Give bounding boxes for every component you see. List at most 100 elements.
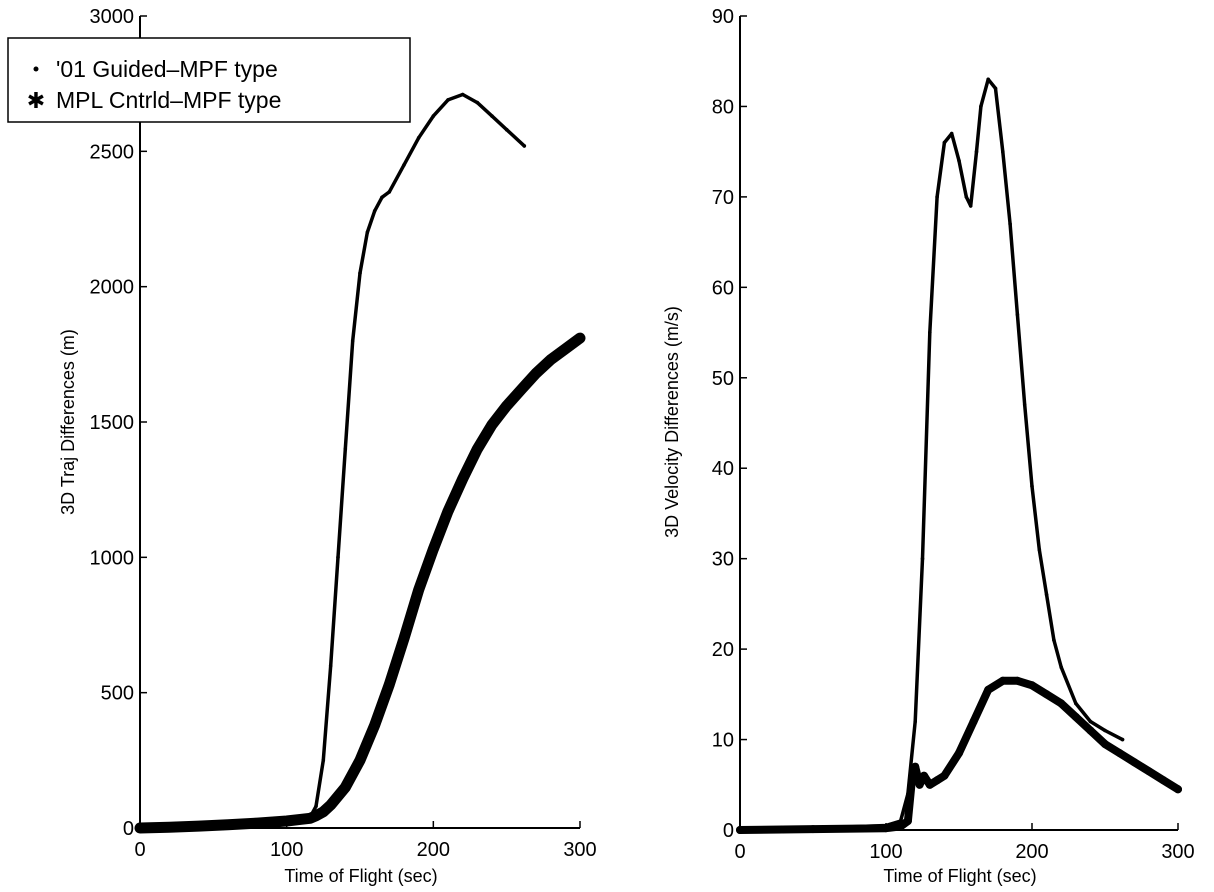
data-point: [809, 825, 817, 834]
data-point: [460, 92, 465, 97]
data-point: [311, 810, 321, 821]
data-point: [399, 633, 409, 644]
data-point: [560, 343, 571, 354]
data-point: [490, 114, 494, 118]
data-point: [340, 782, 351, 793]
data-point: [969, 717, 978, 726]
data-point: [955, 749, 963, 758]
data-point: [1028, 681, 1036, 690]
data-point: [903, 817, 912, 825]
left-panel-traj-differences: Time of Flight (sec) 3D Traj Differences…: [58, 6, 597, 886]
data-point: [935, 195, 939, 199]
data-point: [1037, 547, 1042, 552]
right-y-axis-label: 3D Velocity Differences (m/s): [662, 306, 682, 538]
x-tick-label: 0: [734, 841, 745, 863]
x-tick-label: 100: [270, 839, 303, 861]
data-point: [336, 555, 340, 560]
x-tick-label: 200: [417, 839, 450, 861]
data-point: [1101, 740, 1109, 749]
series-cntrld: [736, 676, 1182, 834]
series-line: [738, 77, 1125, 832]
data-point: [1071, 712, 1080, 721]
data-point: [1115, 749, 1124, 758]
y-tick-label: 1000: [90, 547, 135, 569]
series-guided: [738, 77, 1125, 832]
series-cntrld: [134, 332, 586, 834]
data-point: [443, 506, 453, 517]
y-tick-label: 50: [712, 368, 734, 390]
legend-star-marker-icon: ✱: [27, 89, 45, 114]
right-x-axis-label: Time of Flight (sec): [883, 866, 1036, 886]
data-point: [365, 230, 370, 235]
y-tick-label: 60: [712, 277, 734, 299]
data-point: [328, 663, 333, 668]
data-point: [193, 821, 204, 832]
data-point: [984, 685, 993, 694]
y-tick-label: 1500: [90, 412, 135, 434]
data-point: [501, 400, 512, 411]
data-point: [1001, 149, 1005, 154]
data-point: [964, 195, 969, 199]
data-point: [940, 771, 949, 780]
data-point: [736, 826, 744, 834]
data-point: [1008, 222, 1012, 226]
data-point: [1174, 785, 1182, 794]
data-point: [504, 127, 509, 132]
y-tick-label: 2000: [90, 277, 135, 299]
y-tick-label: 20: [712, 639, 734, 661]
data-point: [358, 271, 362, 275]
data-point: [343, 447, 348, 451]
data-point: [355, 755, 365, 766]
data-point: [942, 140, 947, 145]
data-point: [1120, 737, 1125, 742]
y-tick-label: 40: [712, 458, 734, 480]
data-point: [949, 131, 954, 136]
data-point: [896, 822, 905, 831]
data-point: [281, 816, 292, 826]
data-point: [911, 762, 920, 771]
data-point: [1086, 726, 1095, 735]
series-line: [134, 332, 586, 834]
data-point: [252, 818, 263, 829]
data-point: [998, 676, 1007, 685]
data-point: [1159, 776, 1168, 785]
data-point: [164, 822, 175, 833]
data-point: [1044, 593, 1049, 597]
y-tick-label: 10: [712, 730, 734, 752]
data-point: [1030, 484, 1034, 489]
y-tick-label: 500: [101, 683, 134, 705]
data-point: [428, 544, 439, 555]
data-point: [974, 149, 979, 154]
data-point: [387, 190, 392, 194]
data-point: [1103, 728, 1107, 733]
data-point: [135, 823, 145, 833]
data-point: [1052, 638, 1056, 642]
data-point: [314, 804, 318, 809]
data-point: [913, 719, 917, 724]
data-point: [516, 384, 527, 395]
data-point: [413, 584, 424, 595]
data-point: [431, 114, 436, 118]
data-point: [318, 806, 329, 817]
data-point: [920, 771, 928, 780]
data-point: [472, 444, 483, 455]
legend-dot-marker-icon: [33, 66, 39, 72]
data-point: [968, 204, 973, 208]
data-point: [296, 814, 307, 825]
data-point: [1130, 758, 1139, 767]
data-point: [321, 758, 326, 763]
data-point: [1088, 719, 1093, 724]
y-tick-label: 0: [123, 818, 134, 840]
data-point: [522, 144, 527, 148]
data-point: [882, 824, 890, 833]
data-point: [957, 158, 961, 163]
data-point: [1042, 690, 1051, 699]
data-point: [1144, 767, 1153, 776]
legend-entry-cntrld: MPL Cntrld–MPF type: [56, 87, 281, 113]
legend-entry-guided: '01 Guided–MPF type: [56, 56, 278, 82]
legend-box: [7, 37, 411, 123]
data-point: [384, 679, 395, 690]
data-point: [531, 368, 541, 379]
data-point: [915, 780, 924, 789]
y-tick-label: 3000: [90, 6, 135, 28]
